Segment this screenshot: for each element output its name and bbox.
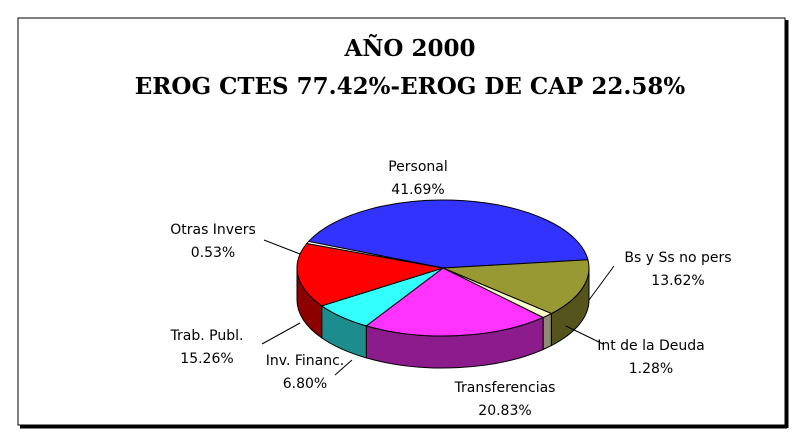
slice-label: Int de la Deuda — [597, 338, 705, 354]
pie-slice — [442, 259, 590, 315]
slice-value-label: 41.69% — [391, 182, 444, 198]
chart-title: AÑO 2000 — [344, 35, 476, 62]
leader-line — [565, 325, 604, 345]
pie-side — [542, 312, 552, 351]
slice-label: Bs y Ss no pers — [624, 250, 731, 266]
slice-value-label: 20.83% — [478, 403, 531, 419]
pie-slice — [365, 267, 545, 337]
slice-value-label: 13.62% — [651, 273, 704, 289]
slice-label: Inv. Financ. — [266, 353, 345, 369]
leader-line — [334, 359, 353, 376]
leader-line — [588, 265, 615, 301]
slice-label: Otras Invers — [170, 222, 256, 238]
slice-value-label: 6.80% — [283, 376, 327, 392]
slice-label: Trab. Publ. — [170, 328, 244, 344]
leader-line — [261, 322, 301, 345]
pie-slice — [307, 199, 589, 269]
leader-line — [263, 239, 301, 255]
slice-value-label: 1.28% — [629, 361, 673, 377]
slice-value-label: 0.53% — [191, 245, 235, 261]
slice-label: Transferencias — [454, 380, 556, 396]
pie — [296, 199, 590, 369]
chart-subtitle: EROG CTES 77.42%-EROG DE CAP 22.58% — [135, 73, 686, 100]
pie-slice — [296, 242, 444, 307]
slice-label: Personal — [388, 159, 448, 175]
pie-slice — [305, 240, 444, 269]
labels: Personal 41.69% Bs y Ss no pers 13.62% Int d… — [170, 159, 732, 419]
slice-value-label: 15.26% — [180, 351, 233, 367]
